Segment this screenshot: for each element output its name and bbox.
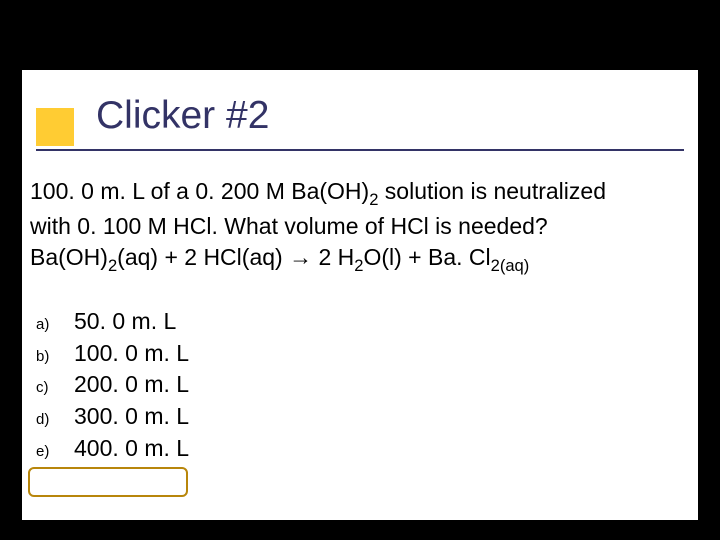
options-list: a) 50. 0 m. L b) 100. 0 m. L c) 200. 0 m… [30, 306, 189, 465]
answer-box [28, 467, 188, 497]
eq-sub2: 2 [354, 256, 363, 275]
title-underline [36, 149, 684, 151]
eq-sub3: 2(aq) [491, 256, 530, 275]
accent-square [36, 108, 74, 146]
option-a: a) 50. 0 m. L [30, 306, 189, 338]
q-line1-sub: 2 [369, 190, 378, 209]
eq-arrow: → [289, 244, 312, 270]
q-line1-b: solution is neutralized [378, 178, 606, 204]
option-text: 200. 0 m. L [74, 369, 189, 401]
eq-d: O(l) + Ba. Cl [363, 244, 490, 270]
option-label: b) [30, 347, 74, 368]
option-b: b) 100. 0 m. L [30, 338, 189, 370]
eq-sub1: 2 [108, 256, 117, 275]
slide-title: Clicker #2 [96, 94, 269, 138]
question-text: 100. 0 m. L of a 0. 200 M Ba(OH)2 soluti… [30, 176, 690, 277]
eq-c: 2 H [312, 244, 354, 270]
option-d: d) 300. 0 m. L [30, 401, 189, 433]
option-c: c) 200. 0 m. L [30, 369, 189, 401]
option-text: 400. 0 m. L [74, 433, 189, 465]
option-label: a) [30, 315, 74, 336]
q-line2: with 0. 100 M HCl. What volume of HCl is… [30, 213, 548, 239]
option-text: 300. 0 m. L [74, 401, 189, 433]
option-label: c) [30, 378, 74, 399]
slide: Clicker #2 100. 0 m. L of a 0. 200 M Ba(… [22, 70, 698, 520]
q-line1-a: 100. 0 m. L of a 0. 200 M Ba(OH) [30, 178, 369, 204]
option-text: 50. 0 m. L [74, 306, 176, 338]
option-e: e) 400. 0 m. L [30, 433, 189, 465]
eq-a: Ba(OH) [30, 244, 108, 270]
option-label: d) [30, 410, 74, 431]
option-label: e) [30, 442, 74, 463]
eq-b: (aq) + 2 HCl(aq) [117, 244, 289, 270]
option-text: 100. 0 m. L [74, 338, 189, 370]
